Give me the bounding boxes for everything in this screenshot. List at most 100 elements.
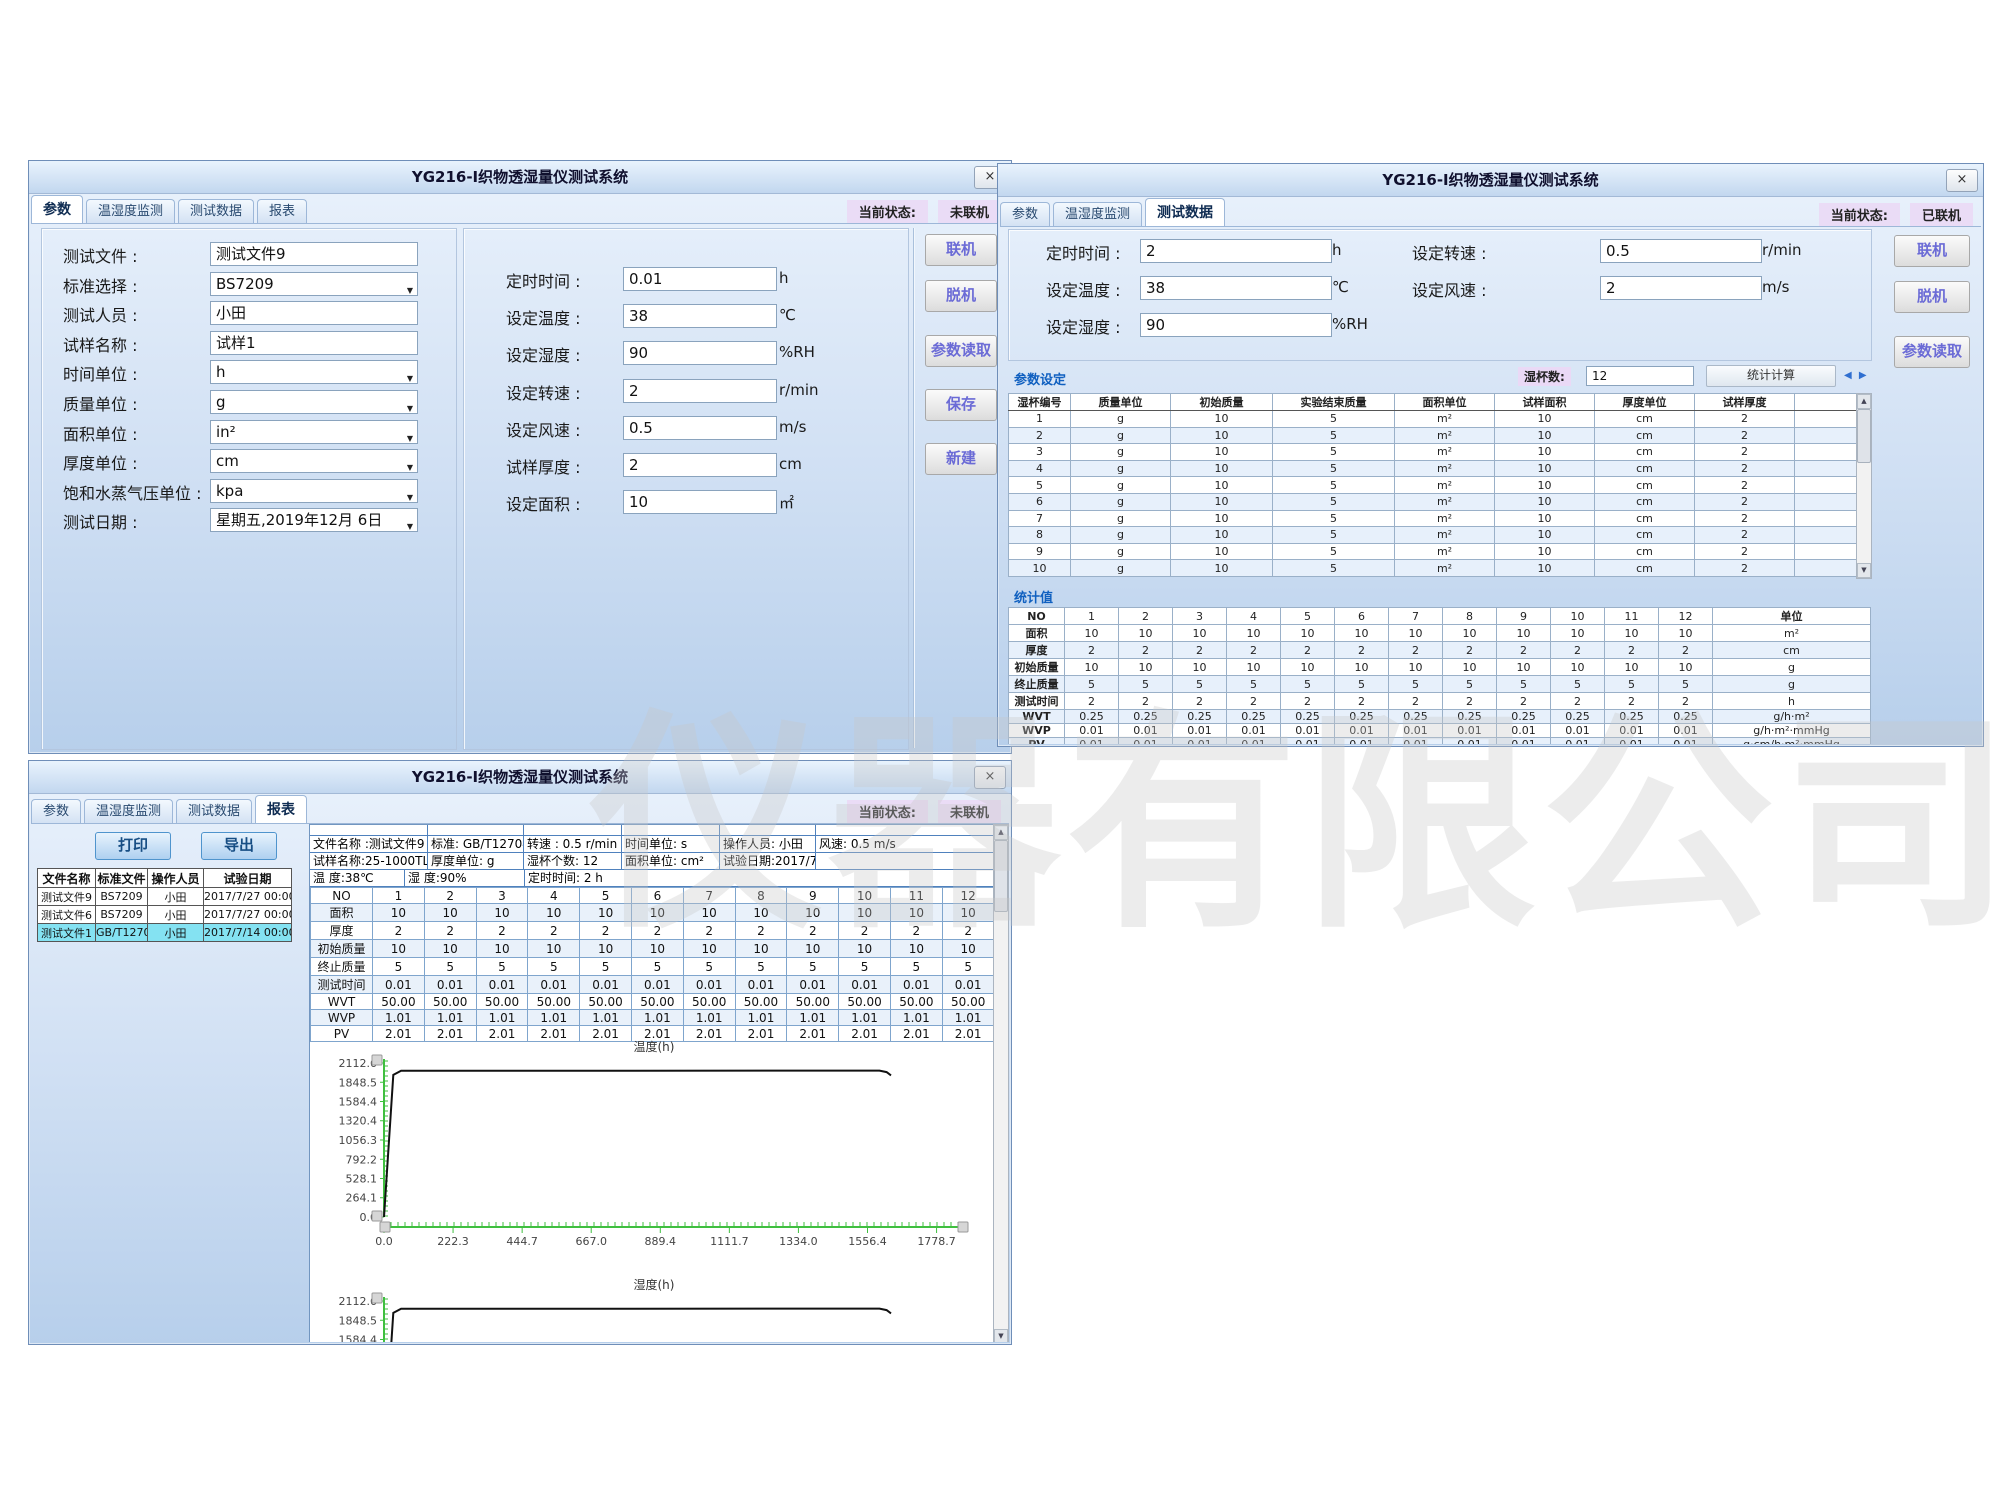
table-row[interactable]: 7 g 10 5 m² 10 cm 2	[1008, 509, 1857, 528]
tab-参数[interactable]: 参数	[31, 799, 82, 824]
dropdown-icon[interactable]: ▼	[406, 522, 413, 531]
table-row[interactable]: 5 g 10 5 m² 10 cm 2	[1008, 476, 1857, 494]
cell: 0.01	[734, 975, 788, 994]
field-select[interactable]: h ▼	[210, 360, 418, 384]
titlebar[interactable]: YG216-I织物透湿量仪测试系统 ×	[29, 161, 1011, 194]
field-input[interactable]: 小田	[210, 301, 418, 325]
tab-温湿度监测[interactable]: 温湿度监测	[84, 799, 174, 824]
dropdown-icon[interactable]: ▼	[406, 434, 413, 443]
table-row[interactable]: 3 g 10 5 m² 10 cm 2	[1008, 443, 1857, 461]
scroll-down-icon[interactable]: ▼	[1857, 563, 1871, 578]
field-input[interactable]: 试样1	[210, 331, 418, 355]
field-input[interactable]: 测试文件9	[210, 242, 418, 266]
stats-calc-button[interactable]: 统计计算	[1706, 365, 1836, 387]
param-table-scrollbar[interactable]: ▲ ▼	[1856, 393, 1872, 579]
dropdown-icon[interactable]: ▼	[406, 374, 413, 383]
field-select[interactable]: g ▼	[210, 390, 418, 414]
cell: m²	[1394, 410, 1495, 428]
cell: 2	[630, 921, 684, 940]
dropdown-icon[interactable]: ▼	[406, 404, 413, 413]
scroll-down-icon[interactable]: ▼	[994, 1329, 1008, 1342]
dropdown-icon[interactable]: ▼	[406, 286, 413, 295]
cup-count-input[interactable]: 12	[1586, 366, 1694, 386]
field-select[interactable]: in² ▼	[210, 420, 418, 444]
export-button[interactable]: 导出	[201, 832, 277, 860]
report-scrollbar[interactable]: ▲ ▼	[993, 824, 1009, 1342]
button-参数读取[interactable]: 参数读取	[925, 335, 997, 367]
button-新建[interactable]: 新建	[925, 443, 997, 475]
cell: 10	[1658, 624, 1713, 642]
tab-参数[interactable]: 参数	[1000, 202, 1051, 227]
pager-arrows[interactable]: ◀ ▶	[1844, 370, 1869, 381]
setpoint-input[interactable]: 10	[623, 490, 777, 514]
slider-handle	[957, 1221, 969, 1233]
button-脱机[interactable]: 脱机	[925, 280, 997, 312]
right-arrow-icon[interactable]: ▶	[1858, 370, 1869, 381]
file-row[interactable]: 测试文件9 BS7209 小田 2017/7/27 00:00	[37, 887, 292, 906]
titlebar[interactable]: YG216-I织物透湿量仪测试系统 ×	[998, 164, 1983, 197]
stats-table[interactable]: NO 1 2 3 4 5 6 7 8 9 10 11 12 单位 面积 10 10 10 10 10 10 10 10 10 1…	[1008, 607, 1871, 744]
setpoint-input[interactable]: 2	[1140, 239, 1332, 263]
button-参数读取[interactable]: 参数读取	[1894, 336, 1970, 368]
report-cell	[816, 825, 994, 836]
field-date[interactable]: 星期五,2019年12月 6日 ▼	[210, 508, 418, 532]
cell: 2	[1694, 443, 1795, 461]
setpoint-input[interactable]: 0.5	[1600, 239, 1762, 263]
setpoint-input[interactable]: 90	[1140, 313, 1332, 337]
dropdown-icon[interactable]: ▼	[406, 493, 413, 502]
button-联机[interactable]: 联机	[1894, 235, 1970, 267]
cell: 4	[1226, 607, 1281, 625]
table-row[interactable]: 4 g 10 5 m² 10 cm 2	[1008, 459, 1857, 478]
tab-测试数据[interactable]: 测试数据	[176, 799, 253, 824]
print-button[interactable]: 打印	[95, 832, 171, 860]
table-row[interactable]: 10 g 10 5 m² 10 cm 2	[1008, 559, 1857, 577]
button-保存[interactable]: 保存	[925, 389, 997, 421]
setpoint-input[interactable]: 0.5	[623, 416, 777, 440]
param-table[interactable]: 湿杯编号 质量单位 初始质量 实验结束质量 面积单位 试样面积 厚度单位 试样厚度 1 g 10 5 m…	[1008, 393, 1857, 577]
table-row[interactable]: 6 g 10 5 m² 10 cm 2	[1008, 492, 1857, 511]
tab-参数[interactable]: 参数	[31, 195, 83, 224]
table-row[interactable]: 9 g 10 5 m² 10 cm 2	[1008, 542, 1857, 561]
cell: 2	[1388, 692, 1443, 710]
button-联机[interactable]: 联机	[925, 234, 997, 266]
file-row[interactable]: 测试文件6 BS7209 小田 2017/7/27 00:00	[37, 905, 292, 924]
tab-报表[interactable]: 报表	[255, 795, 308, 824]
cell: 0.01	[838, 975, 891, 994]
tab-温湿度监测[interactable]: 温湿度监测	[1053, 202, 1143, 227]
scroll-thumb[interactable]	[994, 840, 1008, 912]
field-select[interactable]: kpa ▼	[210, 479, 418, 503]
slider-handle	[371, 1292, 383, 1304]
setpoint-input[interactable]: 2	[623, 379, 777, 403]
tab-温湿度监测[interactable]: 温湿度监测	[86, 199, 176, 224]
setpoint-input[interactable]: 38	[1140, 276, 1332, 300]
report-cell	[622, 825, 720, 836]
left-arrow-icon[interactable]: ◀	[1844, 370, 1854, 381]
cell: 2	[1442, 692, 1497, 710]
setpoint-input[interactable]: 90	[623, 341, 777, 365]
close-icon[interactable]: ×	[974, 766, 1006, 789]
table-row[interactable]: 8 g 10 5 m² 10 cm 2	[1008, 526, 1857, 544]
button-脱机[interactable]: 脱机	[1894, 281, 1970, 313]
tbody: 测试文件9 BS7209 小田 2017/7/27 00:00 测试文件6 BS7209 小…	[37, 887, 292, 942]
field-select[interactable]: cm ▼	[210, 449, 418, 473]
tab-测试数据[interactable]: 测试数据	[178, 199, 255, 224]
scroll-up-icon[interactable]: ▲	[1857, 394, 1871, 409]
setpoint-input[interactable]: 0.01	[623, 267, 777, 291]
setpoint-input[interactable]: 2	[623, 453, 777, 477]
file-list-table[interactable]: 文件名称 标准文件 操作人员 试验日期 测试文件9 BS7209 小田 2017/7/27 0…	[37, 868, 292, 942]
scroll-up-icon[interactable]: ▲	[994, 825, 1008, 840]
cell: g	[1070, 509, 1171, 528]
setpoint-input[interactable]: 2	[1600, 276, 1762, 300]
dropdown-icon[interactable]: ▼	[406, 463, 413, 472]
tab-报表[interactable]: 报表	[257, 199, 308, 224]
close-icon[interactable]: ×	[1946, 169, 1978, 192]
setpoint-input[interactable]: 38	[623, 304, 777, 328]
titlebar[interactable]: YG216-I织物透湿量仪测试系统 ×	[29, 761, 1011, 794]
scroll-thumb[interactable]	[1857, 409, 1871, 463]
field-select[interactable]: BS7209 ▼	[210, 272, 418, 296]
tab-测试数据[interactable]: 测试数据	[1145, 198, 1226, 227]
table-row[interactable]: 2 g 10 5 m² 10 cm 2	[1008, 426, 1857, 445]
cell: 5	[1280, 675, 1335, 693]
table-row[interactable]: 1 g 10 5 m² 10 cm 2	[1008, 410, 1857, 428]
